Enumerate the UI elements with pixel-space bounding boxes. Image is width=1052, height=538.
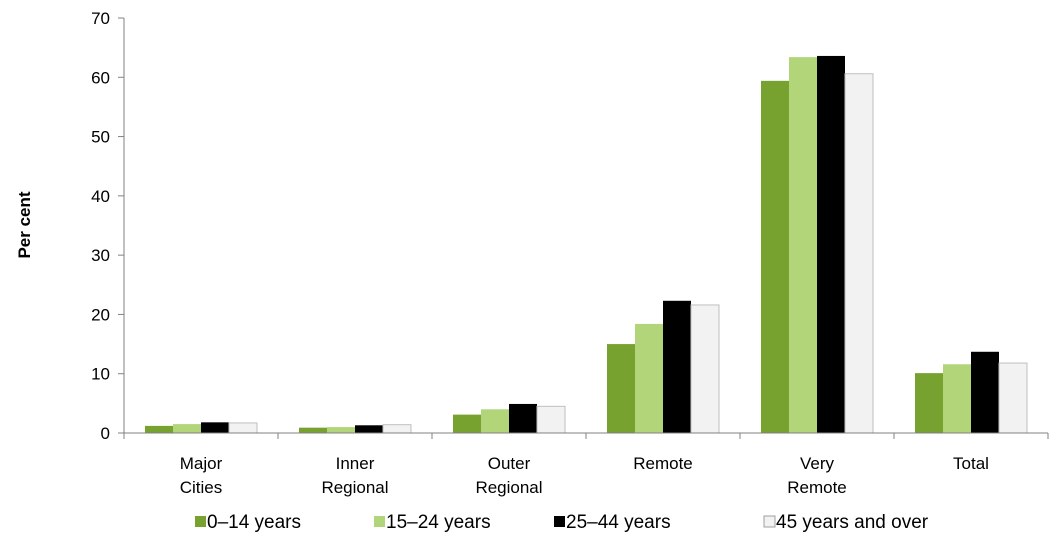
x-tick-label: Outer Regional	[475, 454, 542, 497]
bar	[690, 304, 720, 434]
x-tick-label: Major Cities	[180, 454, 223, 497]
bar	[943, 364, 971, 433]
bar	[663, 300, 691, 433]
bar	[173, 424, 201, 433]
legend-swatch	[195, 516, 206, 527]
bar	[228, 422, 258, 434]
x-tick-label: Inner Regional	[321, 454, 388, 497]
bar	[536, 405, 566, 434]
bar	[201, 422, 229, 433]
bar	[635, 323, 663, 433]
x-tick-label: Total	[953, 454, 989, 473]
legend-label: 25–44 years	[566, 512, 671, 533]
bar	[789, 57, 817, 433]
bar	[327, 427, 355, 433]
bar	[453, 414, 481, 433]
bars	[145, 55, 1028, 434]
legend-swatch	[763, 515, 776, 528]
y-tick-label: 40	[91, 187, 110, 206]
legend-label: 45 years and over	[776, 512, 929, 533]
bar	[971, 351, 999, 433]
bar	[145, 425, 173, 433]
y-tick-label: 50	[91, 128, 110, 147]
bar	[844, 73, 874, 434]
bar	[299, 427, 327, 433]
bar	[509, 403, 537, 433]
y-tick-label: 0	[101, 424, 110, 443]
bar	[761, 80, 789, 433]
y-axis-ticks: 0 10 20 30 40 50 60 70	[91, 9, 124, 443]
y-tick-label: 30	[91, 246, 110, 265]
bar	[817, 55, 845, 433]
axes	[123, 18, 1049, 439]
legend: 0–14 years 15–24 years 25–44 years 45 years…	[195, 512, 929, 533]
y-tick-label: 70	[91, 9, 110, 28]
bar	[355, 425, 383, 433]
bar	[998, 362, 1028, 434]
y-tick-label: 10	[91, 365, 110, 384]
y-tick-label: 60	[91, 68, 110, 87]
legend-label: 15–24 years	[386, 512, 491, 533]
y-tick-label: 20	[91, 305, 110, 324]
x-tick-label: Remote	[633, 454, 693, 473]
legend-swatch	[374, 516, 385, 527]
legend-label: 0–14 years	[207, 512, 301, 533]
x-tick-label: Very Remote	[787, 454, 847, 497]
bar	[915, 373, 943, 433]
bar	[382, 424, 412, 434]
x-axis-ticks: Major Cities Inner Regional Outer Regional Rem…	[180, 454, 989, 497]
y-axis-label: Per cent	[15, 191, 34, 258]
bar	[481, 409, 509, 433]
legend-swatch	[554, 516, 565, 527]
bar	[607, 344, 635, 433]
